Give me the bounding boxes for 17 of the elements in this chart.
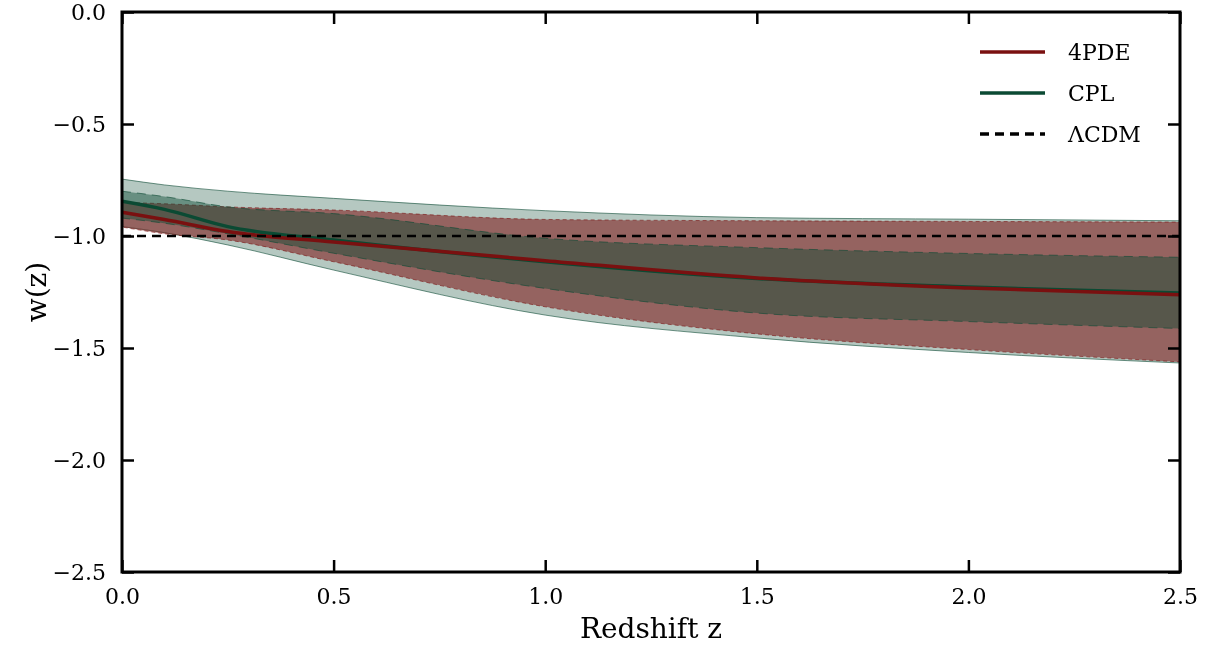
y-axis-title: w(z)	[20, 261, 53, 323]
x-tick-label: 2.5	[1163, 583, 1198, 609]
x-tick-label: 1.0	[528, 583, 564, 609]
x-tick-label: 0.5	[316, 583, 352, 609]
y-tick-label: −1.0	[52, 223, 106, 249]
legend-label: CPL	[1068, 81, 1115, 106]
y-tick-label: −2.5	[52, 559, 106, 585]
y-tick-label: −2.0	[52, 447, 106, 473]
legend-label: 4PDE	[1068, 40, 1131, 65]
x-axis-title: Redshift z	[579, 612, 723, 645]
y-tick-label: −1.5	[52, 335, 106, 361]
legend-label: ΛCDM	[1067, 122, 1141, 147]
x-tick-label: 2.0	[951, 583, 987, 609]
y-tick-label: 0.0	[71, 0, 106, 25]
x-tick-label: 1.5	[739, 583, 775, 609]
x-tick-label: 0.0	[105, 583, 140, 609]
y-tick-label: −0.5	[52, 111, 106, 137]
